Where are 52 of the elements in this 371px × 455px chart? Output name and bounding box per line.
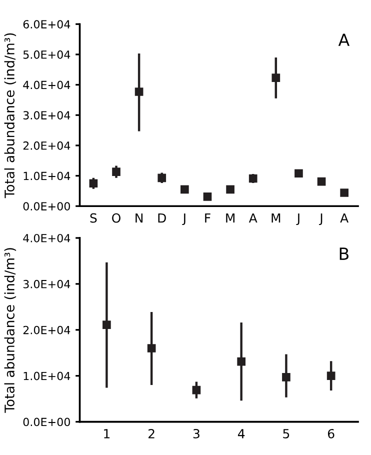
y-tick-label: 4.0E+04 (23, 234, 70, 242)
y-axis-title: Total abundance (ind/m³) (4, 248, 16, 413)
x-tick-label: A (340, 213, 348, 223)
point (158, 174, 166, 182)
y-tick-label: 2.0E+04 (23, 141, 70, 150)
point (112, 168, 120, 176)
y-tick-label: 2.0E+04 (23, 326, 70, 334)
point (102, 320, 111, 329)
y-tick-label: 3.0E+04 (23, 280, 70, 288)
point (237, 357, 246, 366)
x-tick-label: 4 (238, 429, 245, 438)
x-tick-label: 1 (104, 429, 110, 438)
point (317, 177, 326, 186)
point (203, 192, 212, 201)
point (272, 74, 280, 82)
y-tick-label: 4.0E+04 (23, 80, 70, 90)
annotation: B (340, 248, 348, 260)
point (282, 373, 290, 382)
y-tick-label: 5.0E+04 (23, 50, 70, 59)
point (147, 344, 156, 352)
y-tick-label: 3.0E+04 (23, 111, 70, 120)
y-tick-label: 0.0E+00 (23, 202, 70, 210)
x-tick-label: 5 (283, 429, 290, 438)
y-tick-label: 1.0E+04 (24, 172, 70, 180)
point (248, 174, 258, 183)
point (226, 185, 234, 194)
point (294, 169, 303, 178)
x-tick-label: J (319, 213, 322, 226)
x-tick-label: M (226, 213, 234, 223)
point (326, 372, 336, 380)
x-tick-label: A (248, 213, 258, 223)
x-tick-label: 3 (193, 428, 200, 438)
point (134, 88, 144, 96)
x-tick-label: J (182, 213, 186, 226)
annotation: A (338, 34, 350, 46)
x-tick-label: M (272, 213, 280, 223)
point (180, 185, 189, 194)
x-tick-label: 6 (328, 428, 334, 438)
y-tick-label: 1.0E+04 (24, 372, 70, 380)
point (340, 188, 348, 197)
y-axis-title: Total abundance (ind/m³) (4, 33, 16, 198)
x-tick-label: S (90, 213, 97, 223)
x-tick-label: O (112, 213, 120, 223)
y-tick-label: 0.0E+00 (23, 418, 70, 426)
x-tick-label: D (158, 213, 166, 223)
x-tick-label: N (136, 213, 143, 223)
x-tick-label: F (205, 213, 210, 223)
x-tick-label: 2 (148, 428, 154, 438)
y-tick-label: 6.0E+04 (23, 20, 70, 28)
point (89, 179, 98, 188)
x-tick-label: J (296, 213, 300, 226)
point (192, 386, 201, 394)
